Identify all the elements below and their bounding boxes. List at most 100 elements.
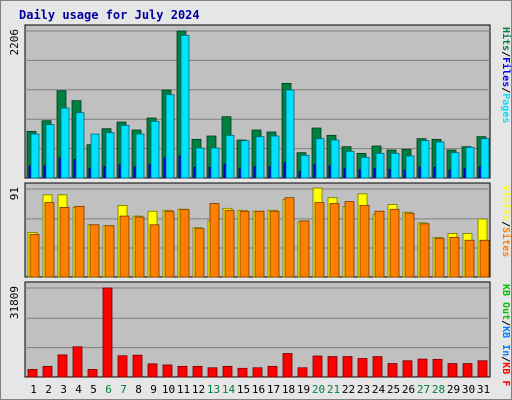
- hits-bar-pages: [420, 140, 430, 179]
- visits-bar-sites: [314, 202, 325, 278]
- hits-bar-pages: [60, 107, 70, 179]
- visits-bar-sites: [104, 225, 115, 278]
- hits-bar-pages: [225, 134, 235, 179]
- hits-bar-pages: [45, 124, 55, 179]
- legend-entry: Pages: [500, 93, 511, 123]
- visits-bar-sites: [74, 206, 85, 278]
- day-label: 25: [387, 383, 400, 396]
- visits-bar-sites: [209, 203, 220, 278]
- visits-bar-sites: [29, 234, 40, 278]
- kbytes-bar-kb-f: [387, 363, 398, 378]
- chart-title: Daily usage for July 2024: [19, 8, 200, 22]
- kbytes-bar-kb-f: [207, 367, 218, 378]
- day-label: 15: [237, 383, 250, 396]
- kbytes-bar-kb-f: [192, 365, 203, 378]
- hits-bar-pages: [90, 133, 100, 179]
- kbytes-bar-kb-f: [57, 354, 68, 378]
- visits-ymax-label: 91: [8, 187, 21, 200]
- day-label: 12: [192, 383, 205, 396]
- visits-bar-sites: [119, 215, 130, 278]
- hits-bar-pages: [480, 138, 490, 179]
- hits-bar-pages: [375, 152, 385, 179]
- hits-bar-pages: [105, 132, 115, 179]
- day-label: 13: [207, 383, 220, 396]
- kbytes-legend: KB Out/KB In/KB F: [500, 284, 511, 386]
- hits-bar-pages: [330, 139, 340, 179]
- kbytes-bar-kb-f: [372, 356, 383, 378]
- hits-bar-pages: [390, 152, 400, 179]
- day-label: 14: [222, 383, 236, 396]
- kbytes-bar-kb-f: [417, 358, 428, 378]
- kbytes-bar-kb-f: [27, 369, 38, 378]
- legend-entry: KB F: [500, 362, 511, 386]
- day-label: 20: [312, 383, 325, 396]
- visits-bar-sites: [284, 197, 295, 278]
- kbytes-bar-kb-f: [117, 355, 128, 378]
- day-label: 3: [60, 383, 67, 396]
- kbytes-bar-kb-f: [132, 354, 143, 378]
- day-label: 5: [90, 383, 97, 396]
- kbytes-ymax-label: 31809: [8, 286, 21, 319]
- kbytes-bar-kb-f: [267, 365, 278, 378]
- visits-bar-sites: [404, 212, 415, 278]
- visits-bar-sites: [359, 205, 370, 278]
- legend-entry: /: [500, 87, 511, 93]
- hits-bar-pages: [210, 147, 220, 179]
- legend-entry: Visits: [500, 185, 512, 221]
- day-label: 26: [402, 383, 415, 396]
- hits-bar-pages: [180, 34, 190, 179]
- hits-panel: 2206 Hits/Files/Pages: [8, 24, 512, 179]
- day-label: 24: [372, 383, 386, 396]
- day-label: 9: [150, 383, 157, 396]
- visits-bar-sites: [224, 209, 235, 278]
- day-label: 27: [417, 383, 430, 396]
- legend-entry: KB Out: [500, 284, 511, 320]
- day-label: 4: [75, 383, 82, 396]
- day-label: 1: [30, 383, 37, 396]
- kbytes-bar-kb-f: [252, 367, 263, 378]
- visits-bar-sites: [434, 237, 445, 278]
- visits-bar-sites: [59, 206, 70, 278]
- kbytes-bar-kb-f: [312, 355, 323, 378]
- legend-entry: /: [500, 356, 511, 362]
- kbytes-bar-kb-f: [282, 353, 293, 378]
- kbytes-bar-kb-f: [297, 367, 308, 378]
- day-label: 17: [267, 383, 280, 396]
- day-label: 19: [297, 383, 310, 396]
- legend-entry: Hits: [500, 27, 512, 51]
- hits-bar-pages: [240, 140, 250, 179]
- kbytes-bar-kb-f: [447, 363, 458, 378]
- kbytes-bar-kb-f: [357, 358, 368, 378]
- day-label: 29: [447, 383, 460, 396]
- day-label: 28: [432, 383, 445, 396]
- hits-bar-pages: [285, 89, 295, 179]
- visits-bar-sites: [464, 239, 475, 278]
- kbytes-bar-kb-f: [327, 356, 338, 378]
- kbytes-panel: 31809 KB Out/KB In/KB F: [8, 281, 511, 386]
- visits-bar-sites: [344, 201, 355, 278]
- kbytes-plot-area: [24, 281, 491, 378]
- legend-entry: /: [500, 320, 511, 326]
- visits-bar-sites: [419, 223, 430, 278]
- day-label: 31: [477, 383, 490, 396]
- visits-bar-sites: [254, 210, 265, 278]
- visits-bar-sites: [179, 208, 190, 278]
- visits-bar-sites: [269, 210, 280, 278]
- hits-bar-pages: [75, 112, 85, 179]
- visits-bar-sites: [239, 210, 250, 278]
- kbytes-bar-kb-f: [177, 365, 188, 378]
- hits-bar-pages: [450, 152, 460, 179]
- day-label: 18: [282, 383, 295, 396]
- kbytes-bar-kb-f: [477, 360, 488, 378]
- kbytes-bar-kb-f: [87, 369, 98, 378]
- hits-bar-pages: [360, 156, 370, 179]
- hits-bar-pages: [315, 138, 325, 179]
- hits-bar-pages: [270, 135, 280, 179]
- hits-bar-pages: [165, 94, 175, 179]
- day-axis: 1 2 3 4 5 6 7 8 9 10 11 12 13 14 15 16 17 18 19 20 21 22 23 24 2…: [30, 383, 490, 396]
- hits-bar-pages: [465, 146, 475, 179]
- visits-panel: 91 Visits/Sites: [8, 182, 512, 278]
- visits-bar-sites: [329, 203, 340, 278]
